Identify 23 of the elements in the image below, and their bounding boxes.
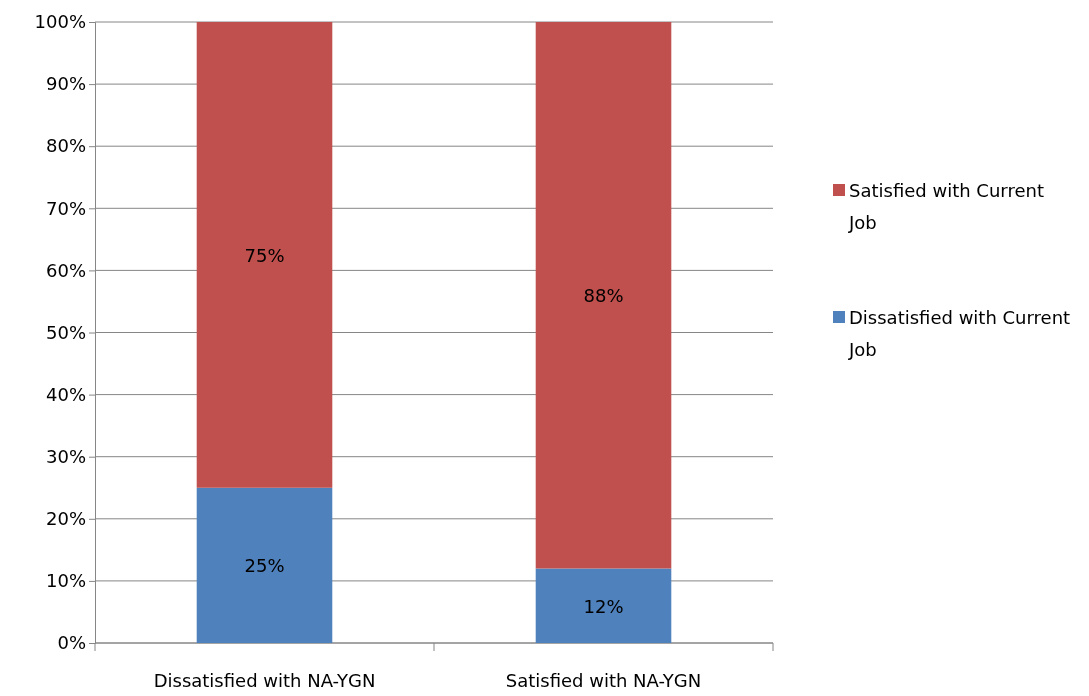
data-label: 88% xyxy=(583,285,624,307)
data-label: 12% xyxy=(583,595,624,617)
bar xyxy=(196,22,333,488)
y-tick-label: 70% xyxy=(45,197,86,219)
y-tick-label: 30% xyxy=(45,445,86,467)
y-tick-label: 20% xyxy=(45,508,86,530)
legend-label: Dissatisfied with Current Job xyxy=(848,307,1071,360)
x-tick-label: Satisfied with NA-YGN xyxy=(505,670,702,691)
y-tick-label: 100% xyxy=(34,11,86,33)
y-tick-label: 90% xyxy=(45,73,86,95)
y-tick-label: 0% xyxy=(57,632,86,654)
data-label: 75% xyxy=(244,244,285,266)
bar xyxy=(535,22,672,569)
bar xyxy=(535,568,672,643)
legend-label: Satisfied with Current Job xyxy=(848,180,1044,233)
y-tick-label: 80% xyxy=(45,135,86,157)
y-tick-label: 50% xyxy=(45,321,86,343)
y-tick-label: 40% xyxy=(45,383,86,405)
bar xyxy=(196,487,333,643)
x-tick-label: Dissatisfied with NA-YGN xyxy=(153,670,376,691)
data-label: 25% xyxy=(244,555,285,577)
y-tick-label: 10% xyxy=(45,570,86,592)
y-tick-label: 60% xyxy=(45,259,86,281)
